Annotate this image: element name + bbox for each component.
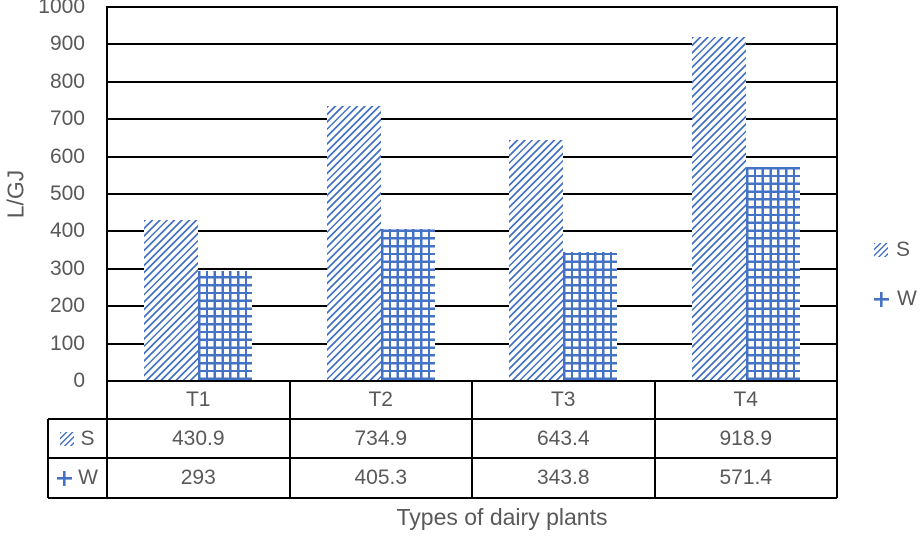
bar-w-t3 xyxy=(563,252,618,380)
table-value-cell: 405.3 xyxy=(354,466,408,489)
y-axis-tick-label: 300 xyxy=(49,256,85,280)
legend-item-s: S xyxy=(874,238,910,262)
legend-item-w: W xyxy=(874,287,917,311)
table-line xyxy=(48,418,837,420)
table-value-cell: 430.9 xyxy=(171,427,225,450)
table-column-line xyxy=(288,381,291,498)
table-value-cell: 643.4 xyxy=(536,427,590,450)
gridline xyxy=(107,6,837,8)
y-axis-tick-label: 700 xyxy=(49,107,85,131)
table-value-cell: 918.9 xyxy=(719,427,773,450)
table-line xyxy=(48,497,837,499)
y-axis-tick-label: 0 xyxy=(73,369,85,392)
y-axis-line xyxy=(106,6,108,498)
table-left-border xyxy=(47,419,49,498)
y-axis-tick-label: 1000 xyxy=(38,0,85,18)
bar-w-t1 xyxy=(198,271,253,380)
series-key-label: W xyxy=(78,466,98,489)
plus-icon xyxy=(874,291,889,307)
y-axis-tick-label: 800 xyxy=(49,69,85,93)
gridline xyxy=(107,305,837,308)
table-line xyxy=(48,457,837,459)
gridline xyxy=(107,80,837,83)
bar-s-t3 xyxy=(509,140,564,380)
x-axis-title: Types of dairy plants xyxy=(396,504,608,530)
bar-w-t2 xyxy=(380,229,435,380)
legend-item-label: S xyxy=(896,238,911,261)
plot-right-border xyxy=(836,6,838,498)
bar-s-t1 xyxy=(144,219,199,380)
y-axis-tick-label: 500 xyxy=(49,182,85,205)
gridline xyxy=(107,43,837,46)
plus-icon xyxy=(57,470,73,486)
table-value-cell: 734.9 xyxy=(354,427,408,450)
table-series-key-w: W xyxy=(50,460,105,496)
series-key-label: S xyxy=(80,426,95,450)
legend-item-label: W xyxy=(897,287,917,310)
gridline xyxy=(107,230,837,233)
y-axis-tick-label: 600 xyxy=(49,144,85,168)
gridline xyxy=(107,155,837,158)
table-column-line xyxy=(471,381,473,498)
y-axis-tick-label: 100 xyxy=(49,331,85,355)
diagonal-hatch-swatch-icon xyxy=(60,431,75,446)
table-category-cell: T1 xyxy=(185,388,211,411)
table-category-cell: T2 xyxy=(368,388,393,411)
y-axis-tick-label: 400 xyxy=(49,219,85,243)
y-axis-tick-label: 200 xyxy=(49,294,85,318)
y-axis-tick-label: 900 xyxy=(49,32,85,56)
bar-w-t4 xyxy=(745,167,800,380)
table-value-cell: 293 xyxy=(180,466,216,489)
table-value-cell: 571.4 xyxy=(719,466,773,489)
bar-s-t4 xyxy=(691,37,746,380)
diagonal-hatch-swatch-icon xyxy=(874,243,888,257)
table-category-cell: T4 xyxy=(733,388,758,411)
bar-s-t2 xyxy=(326,106,381,380)
table-series-key-s: S xyxy=(50,421,105,456)
table-value-cell: 343.8 xyxy=(536,466,590,489)
table-category-cell: T3 xyxy=(550,388,576,411)
gridline xyxy=(107,118,837,121)
table-column-line xyxy=(653,381,656,498)
gridline xyxy=(107,267,837,270)
gridline xyxy=(107,193,837,195)
gridline xyxy=(107,342,837,345)
